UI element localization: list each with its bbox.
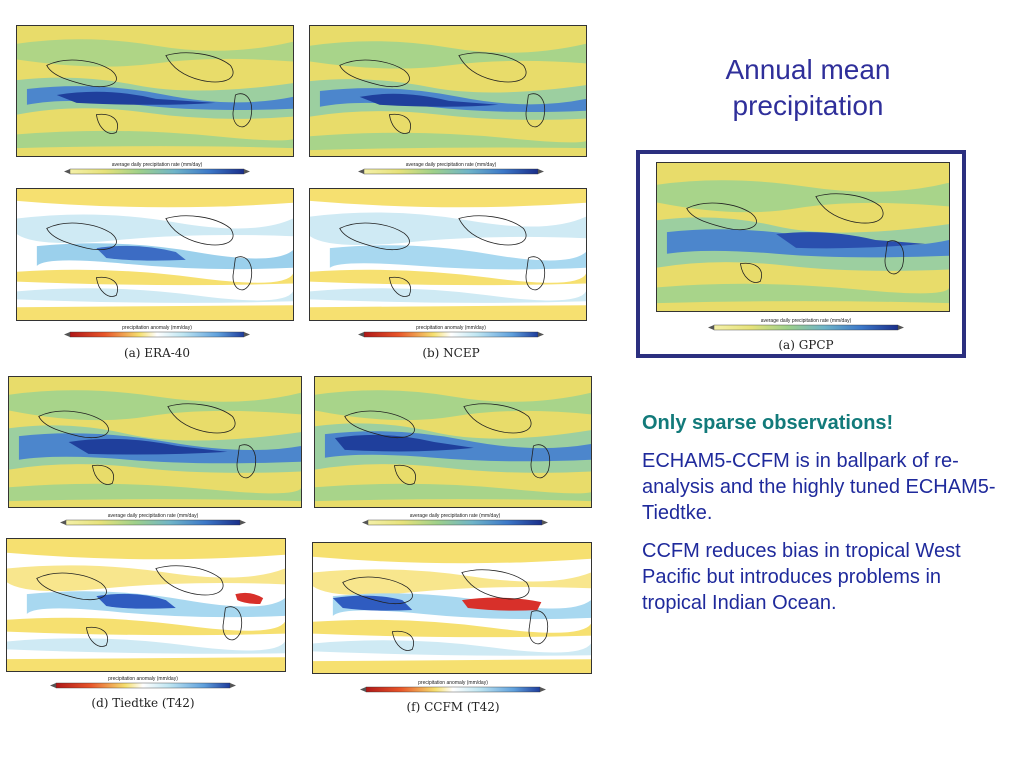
rate-colorbar-title: average daily precipitation rate (mm/day… bbox=[111, 162, 203, 168]
gpcp-figure-frame: average daily precipitation rate (mm/day… bbox=[636, 150, 966, 358]
rate-colorbar-title: average daily precipitation rate (mm/day… bbox=[409, 513, 501, 519]
anomaly-colorbar-title: precipitation anomaly (mm/day) bbox=[416, 325, 486, 331]
rate-colorbar-1: average daily precipitation rate (mm/day… bbox=[64, 162, 250, 178]
ccfm-anomaly-map bbox=[312, 542, 592, 674]
rate-colorbar-4: average daily precipitation rate (mm/day… bbox=[362, 513, 548, 529]
ccfm-precip-map bbox=[314, 376, 592, 508]
anomaly-colorbar-3: precipitation anomaly (mm/day) bbox=[50, 676, 236, 692]
notes-panel: Only sparse observations! ECHAM5-CCFM is… bbox=[642, 410, 997, 628]
caption-ncep: (b) NCEP bbox=[422, 346, 480, 360]
era40-precip-map bbox=[16, 25, 294, 157]
anomaly-colorbar-title: precipitation anomaly (mm/day) bbox=[418, 680, 488, 686]
rate-colorbar-title: average daily precipitation rate (mm/day… bbox=[405, 162, 497, 168]
rate-colorbar-title: average daily precipitation rate (mm/day… bbox=[107, 513, 199, 519]
anomaly-colorbar-2: precipitation anomaly (mm/day) bbox=[358, 325, 544, 341]
tiedtke-anomaly-map bbox=[6, 538, 286, 672]
rate-colorbar-3: average daily precipitation rate (mm/day… bbox=[60, 513, 246, 529]
anomaly-colorbar-4: precipitation anomaly (mm/day) bbox=[360, 680, 546, 696]
anomaly-colorbar-title: precipitation anomaly (mm/day) bbox=[122, 325, 192, 331]
era40-anomaly-map bbox=[16, 188, 294, 321]
anomaly-colorbar-title: precipitation anomaly (mm/day) bbox=[108, 676, 178, 682]
ncep-precip-map bbox=[309, 25, 587, 157]
notes-heading: Only sparse observations! bbox=[642, 412, 894, 434]
rate-colorbar-2: average daily precipitation rate (mm/day… bbox=[358, 162, 544, 178]
caption-tiedtke: (d) Tiedtke (T42) bbox=[91, 696, 195, 710]
notes-paragraph-2: CCFM reduces bias in tropical West Pacif… bbox=[642, 540, 961, 614]
rate-colorbar-title: average daily precipitation rate (mm/day… bbox=[760, 318, 852, 324]
rate-colorbar-gpcp: average daily precipitation rate (mm/day… bbox=[708, 318, 904, 334]
anomaly-colorbar-1: precipitation anomaly (mm/day) bbox=[64, 325, 250, 341]
slide-title: Annual mean precipitation bbox=[668, 52, 948, 124]
tiedtke-precip-map bbox=[8, 376, 302, 508]
notes-paragraph-1: ECHAM5-CCFM is in ballpark of re-analysi… bbox=[642, 450, 996, 524]
title-line-1: Annual mean bbox=[725, 54, 891, 85]
gpcp-precip-map bbox=[656, 162, 950, 312]
caption-ccfm: (f) CCFM (T42) bbox=[406, 700, 500, 714]
title-line-2: precipitation bbox=[732, 90, 884, 121]
caption-era40: (a) ERA-40 bbox=[123, 346, 191, 360]
caption-gpcp: (a) GPCP bbox=[778, 338, 834, 352]
ncep-anomaly-map bbox=[309, 188, 587, 321]
